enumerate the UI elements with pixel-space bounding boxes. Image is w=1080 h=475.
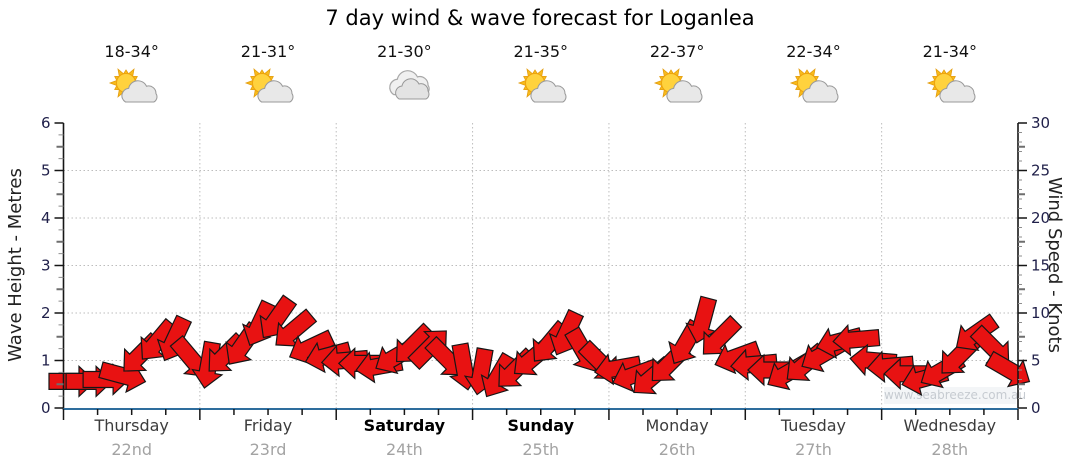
x-axis-date-label: 28th	[931, 440, 969, 459]
chart-title: 7 day wind & wave forecast for Loganlea	[325, 6, 755, 30]
sun-cloud-icon	[784, 66, 842, 112]
left-axis-tick-label: 5	[41, 162, 51, 180]
x-axis-day-label: Sunday	[507, 416, 575, 435]
right-axis-tick-label: 15	[1031, 257, 1050, 275]
day-temp-range: 21-34°	[922, 42, 978, 61]
sun-cloud-icon	[512, 66, 570, 112]
wind-barb	[832, 323, 881, 357]
day-temp-range: 18-34°	[104, 42, 159, 61]
wind-barb	[275, 308, 318, 347]
left-axis-tick-label: 3	[41, 257, 51, 275]
right-axis-tick-label: 0	[1031, 399, 1041, 417]
right-axis-tick-label: 10	[1031, 304, 1050, 322]
x-axis-day-label: Saturday	[363, 416, 446, 435]
day-temp-range: 21-31°	[240, 42, 296, 61]
wind-barb	[191, 340, 224, 389]
sun-cloud-icon	[648, 66, 706, 112]
right-axis-tick-label: 25	[1031, 162, 1050, 180]
x-axis-date-label: 24th	[386, 440, 423, 459]
left-axis-tick-label: 4	[41, 209, 51, 227]
x-axis-day-label: Wednesday	[903, 416, 997, 435]
day-temp-range: 22-37°	[649, 42, 705, 61]
x-axis-day-label: Monday	[645, 416, 709, 435]
x-axis-date-label: 23rd	[249, 440, 287, 459]
left-axis-tick-label: 6	[41, 114, 51, 132]
left-axis-tick-label: 2	[41, 304, 51, 322]
wind-barb	[866, 350, 915, 384]
x-axis-date-label: 22nd	[111, 440, 152, 459]
right-axis-title: Wind Speed - Knots	[1044, 177, 1065, 353]
x-axis-date-label: 27th	[795, 440, 832, 459]
day-temp-range: 21-35°	[513, 42, 569, 61]
right-axis-tick-label: 30	[1031, 114, 1050, 132]
right-axis-tick-label: 20	[1031, 209, 1050, 227]
right-axis-tick-label: 5	[1031, 352, 1041, 370]
day-temp-range: 21-30°	[377, 42, 432, 61]
clouds-icon	[375, 66, 433, 112]
x-axis-day-label: Friday	[243, 416, 293, 435]
sun-cloud-icon	[921, 66, 979, 112]
left-axis-tick-label: 1	[41, 352, 51, 370]
left-axis-title: Wave Height - Metres	[5, 168, 26, 362]
x-axis-date-label: 26th	[658, 440, 696, 459]
wind-barb	[685, 295, 718, 344]
sun-cloud-icon	[103, 66, 161, 112]
x-axis-date-label: 25th	[522, 440, 560, 459]
x-axis-day-label: Tuesday	[780, 416, 846, 435]
day-temp-range: 22-34°	[786, 42, 841, 61]
wind-barb	[140, 317, 179, 360]
x-axis-day-label: Thursday	[94, 416, 169, 435]
left-axis-tick-label: 0	[41, 399, 51, 417]
wind-barb	[702, 314, 743, 355]
sun-cloud-icon	[239, 66, 297, 112]
wind-barb	[593, 353, 643, 386]
